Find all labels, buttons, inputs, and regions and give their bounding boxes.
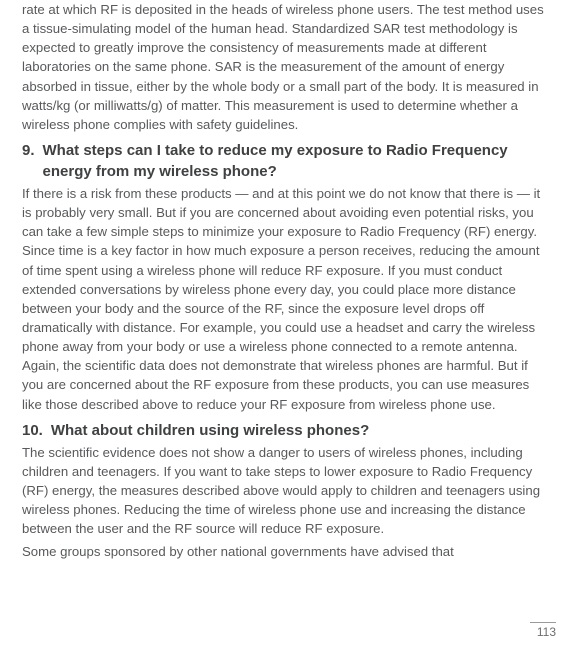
section-title: What steps can I take to reduce my expos… [43,140,552,182]
page-content: rate at which RF is deposited in the hea… [0,0,580,562]
section-number: 10. [22,420,51,441]
section-9-heading: 9. What steps can I take to reduce my ex… [22,140,552,182]
section-number: 9. [22,140,43,161]
section-10-paragraph-1: The scientific evidence does not show a … [22,443,552,539]
intro-paragraph: rate at which RF is deposited in the hea… [22,0,552,134]
page-number-block: 113 [530,622,556,639]
section-10-heading: 10. What about children using wireless p… [22,420,552,441]
page-number-rule [530,622,556,623]
section-9-paragraph: If there is a risk from these products —… [22,184,552,414]
section-title: What about children using wireless phone… [51,420,369,441]
section-10-paragraph-2: Some groups sponsored by other national … [22,542,552,561]
page-number: 113 [530,625,556,639]
